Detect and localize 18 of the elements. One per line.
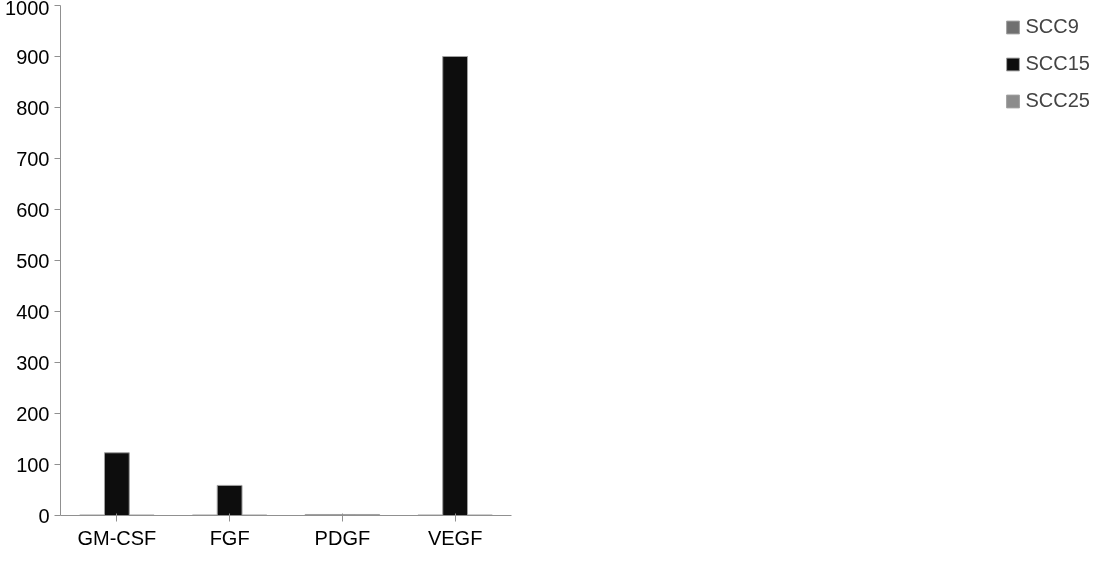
x-tick-label: GM-CSF — [77, 526, 157, 549]
y-tick-label: 500 — [16, 249, 50, 272]
y-tick-label: 600 — [16, 198, 50, 221]
legend-label: SCC9 — [1025, 15, 1079, 38]
legend-label: SCC25 — [1025, 89, 1090, 112]
x-tick-label: PDGF — [314, 526, 371, 549]
x-tick-label: FGF — [209, 526, 250, 549]
y-tick-label: 700 — [16, 147, 50, 170]
y-tick-label: 800 — [16, 96, 50, 119]
x-tick-label: VEGF — [427, 526, 483, 549]
y-tick-label: 1000 — [5, 0, 50, 19]
y-tick-label: 300 — [16, 351, 50, 374]
y-tick-label: 200 — [16, 402, 50, 425]
y-tick-label: 900 — [16, 45, 50, 68]
y-tick-label: 0 — [38, 504, 50, 527]
legend-label: SCC15 — [1025, 52, 1090, 75]
y-tick-label: 100 — [16, 453, 50, 476]
y-tick-label: 400 — [16, 300, 50, 323]
